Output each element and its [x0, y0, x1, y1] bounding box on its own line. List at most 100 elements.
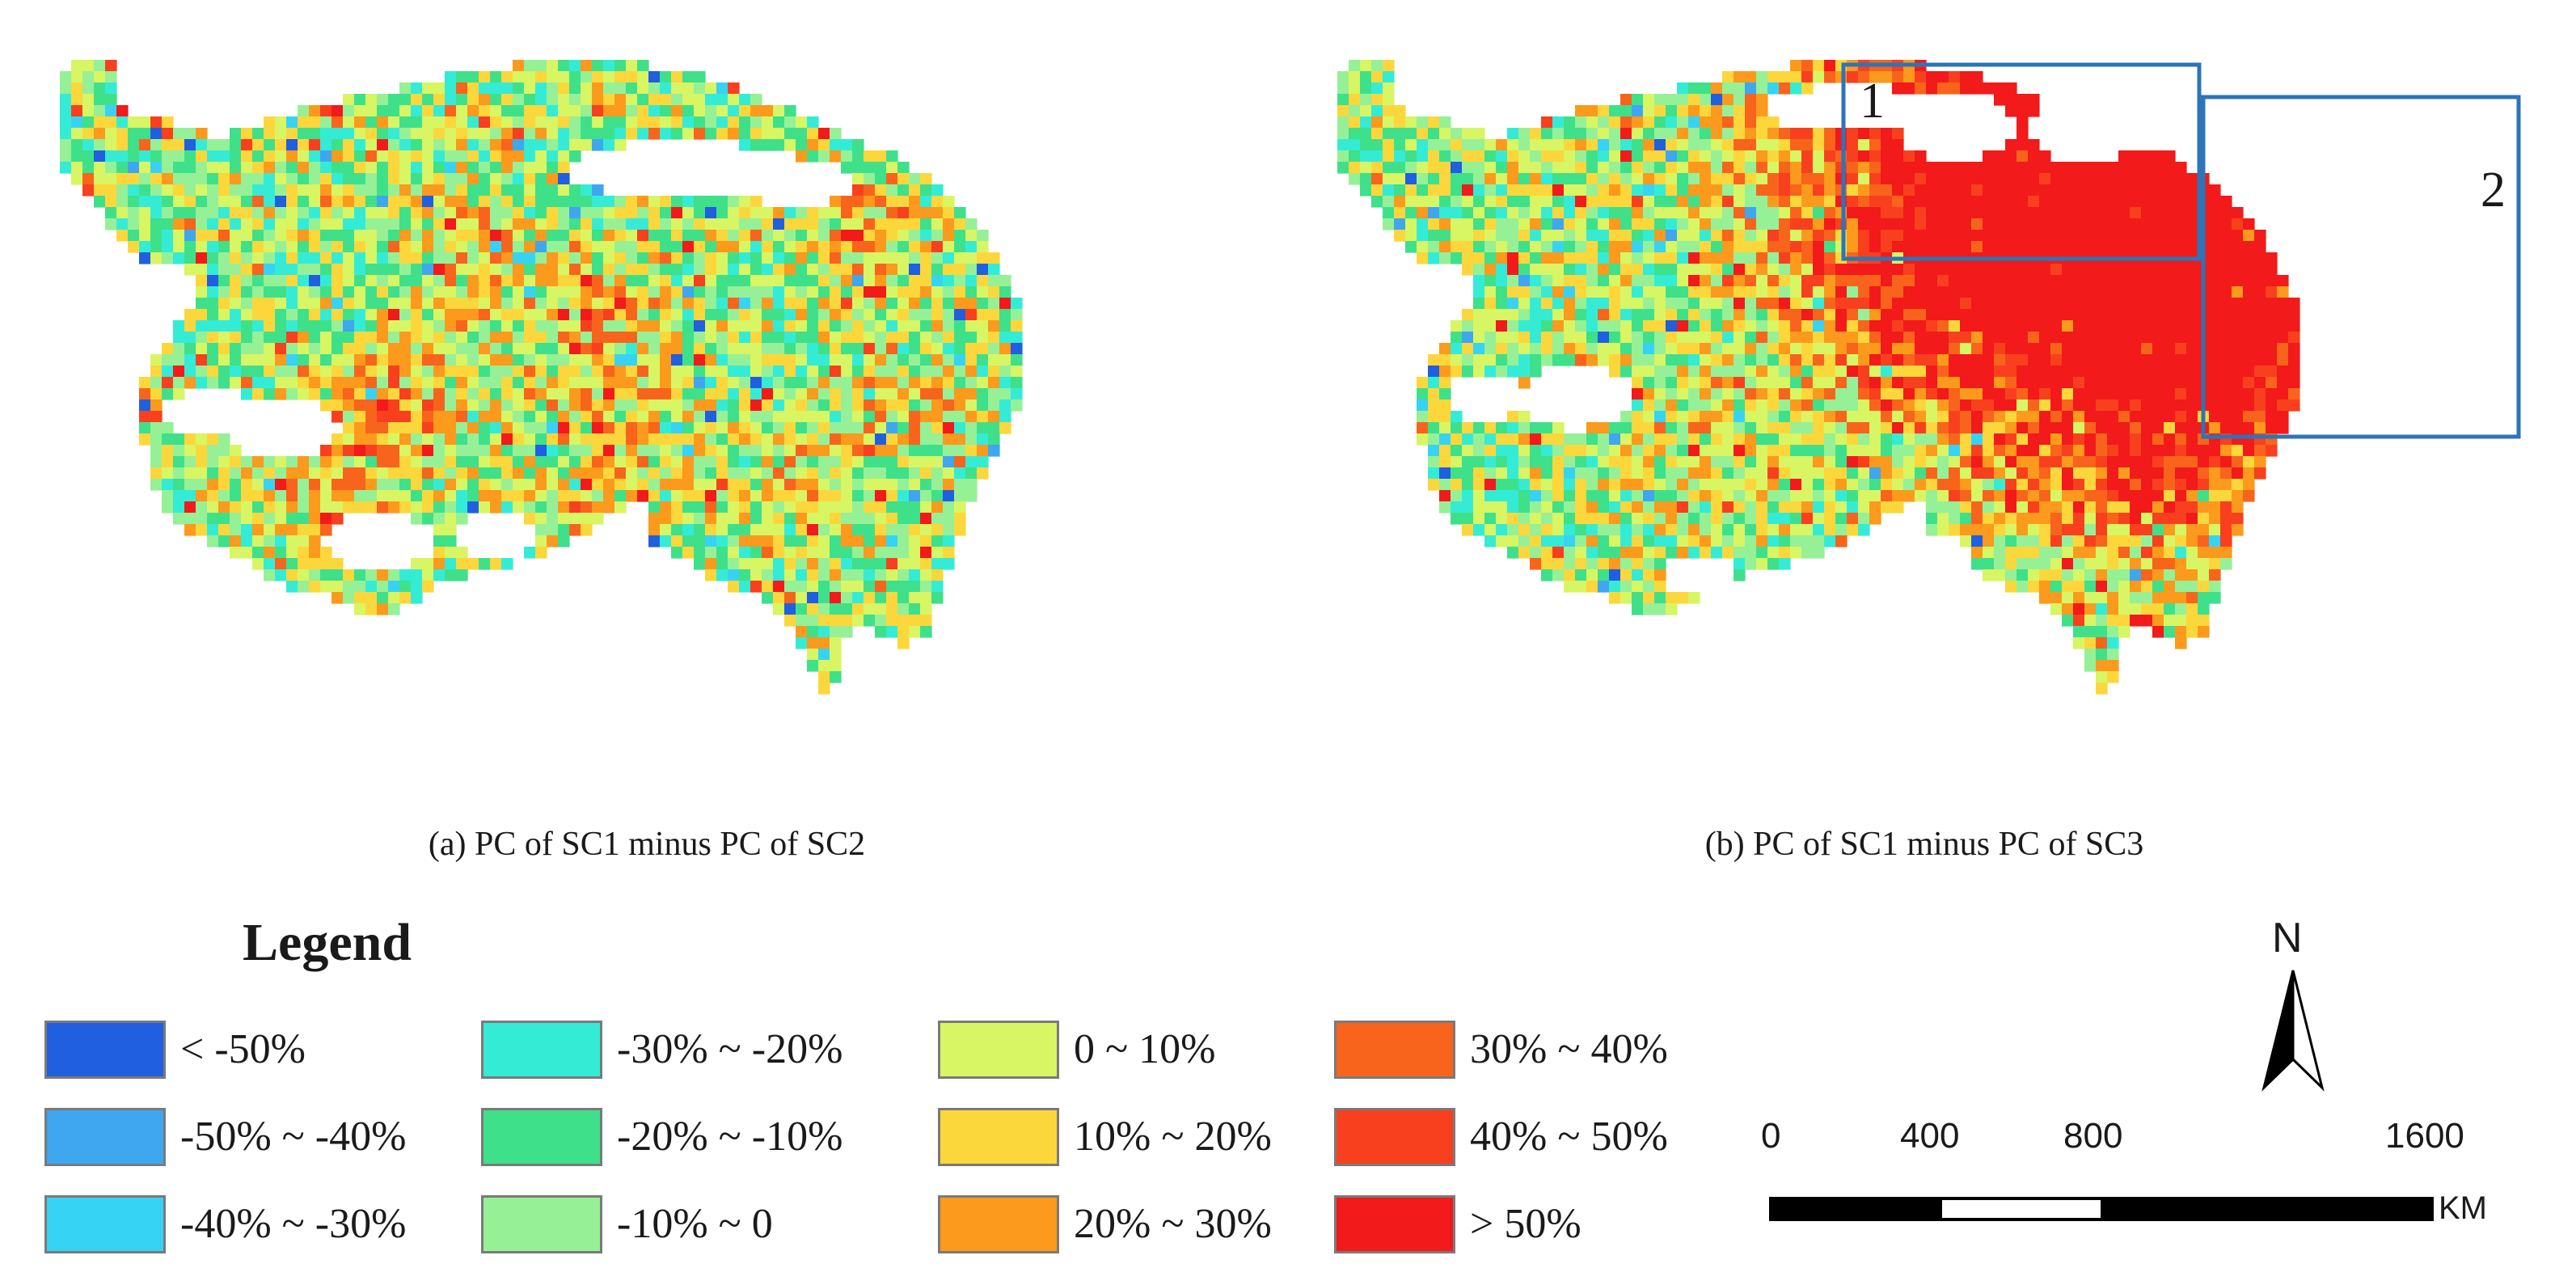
map-cell — [682, 71, 695, 83]
map-cell — [162, 139, 174, 151]
map-cell — [1949, 71, 1961, 83]
map-cell — [886, 298, 898, 310]
map-cell — [547, 456, 559, 468]
map-cell — [988, 286, 1000, 298]
map-cell — [1598, 162, 1610, 174]
map-cell — [490, 196, 502, 208]
map-cell — [1575, 354, 1587, 366]
map-cell — [603, 411, 615, 423]
map-cell — [626, 456, 638, 468]
map-cell — [660, 298, 672, 310]
map-cell — [501, 354, 513, 366]
map-cell — [1677, 162, 1689, 174]
map-cell — [1892, 139, 1904, 151]
map-cell — [1813, 366, 1825, 378]
map-cell — [2084, 196, 2097, 208]
map-cell — [524, 343, 536, 355]
map-cell — [1462, 207, 1474, 219]
map-cell — [1462, 139, 1474, 151]
map-cell — [1835, 411, 1848, 423]
map-cell — [479, 71, 491, 83]
map-cell — [524, 547, 536, 559]
map-cell — [467, 501, 479, 514]
map-cell — [286, 320, 298, 332]
map-cell — [558, 275, 570, 287]
map-cell — [377, 320, 389, 332]
map-cell — [660, 320, 672, 332]
map-cell — [1949, 82, 1961, 95]
map-cell — [513, 467, 525, 480]
map-cell — [456, 547, 468, 559]
map-cell — [501, 422, 513, 434]
map-cell — [705, 82, 717, 95]
map-cell — [796, 490, 808, 502]
map-cell — [1586, 105, 1598, 117]
map-cell — [569, 286, 581, 298]
map-cell — [569, 71, 581, 83]
map-cell — [2141, 343, 2153, 355]
map-cell — [1688, 94, 1700, 106]
map-cell — [547, 207, 559, 219]
map-cell — [875, 207, 887, 219]
map-cell — [1462, 320, 1474, 332]
map-cell — [569, 377, 581, 389]
map-cell — [671, 445, 683, 457]
map-cell — [1734, 230, 1746, 242]
map-cell — [1801, 128, 1814, 140]
map-cell — [2039, 150, 2051, 163]
map-cell — [1360, 105, 1372, 117]
map-cell — [184, 264, 196, 276]
map-cell — [2118, 377, 2130, 389]
map-cell — [2028, 332, 2040, 344]
map-cell — [875, 196, 887, 208]
map-cell — [1507, 128, 1519, 140]
map-cell — [750, 218, 762, 230]
map-cell — [1620, 196, 1632, 208]
map-cell — [977, 411, 989, 423]
map-cell — [1869, 275, 1881, 287]
map-cell — [377, 467, 389, 480]
map-cell — [1677, 196, 1689, 208]
map-cell — [1971, 264, 1983, 276]
map-cell — [682, 320, 695, 332]
map-cell — [2141, 411, 2153, 423]
map-cell — [547, 320, 559, 332]
map-cell — [1801, 320, 1814, 332]
map-cell — [479, 456, 491, 468]
map-cell — [1824, 354, 1836, 366]
map-cell — [2175, 286, 2187, 298]
map-cell — [1507, 230, 1519, 242]
map-cell — [818, 547, 830, 559]
map-cell — [467, 377, 479, 389]
map-cell — [1926, 218, 1938, 230]
map-cell — [909, 479, 921, 491]
map-cell — [1620, 422, 1632, 434]
map-cell — [558, 501, 570, 514]
map-cell — [1983, 162, 1995, 174]
map-cell — [184, 139, 196, 151]
map-cell — [1824, 207, 1836, 219]
map-cell — [694, 128, 706, 140]
map-cell — [1462, 162, 1474, 174]
map-cell — [1643, 309, 1655, 321]
map-cell — [1518, 230, 1531, 242]
map-cell — [1462, 332, 1474, 344]
map-cell — [1371, 128, 1383, 140]
map-cell — [241, 264, 253, 276]
map-cell — [513, 366, 525, 378]
map-cell — [365, 479, 378, 491]
map-cell — [365, 320, 378, 332]
map-cell — [60, 162, 72, 174]
map-cell — [547, 241, 559, 253]
map-cell — [1949, 343, 1961, 355]
map-cell — [977, 366, 989, 378]
map-cell — [479, 196, 491, 208]
map-cell — [592, 366, 604, 378]
map-cell — [954, 377, 966, 389]
map-cell — [547, 399, 559, 412]
map-cell — [1722, 286, 1734, 298]
map-cell — [2118, 264, 2130, 276]
map-cell — [569, 60, 581, 72]
map-cell — [977, 264, 989, 276]
map-cell — [852, 479, 864, 491]
